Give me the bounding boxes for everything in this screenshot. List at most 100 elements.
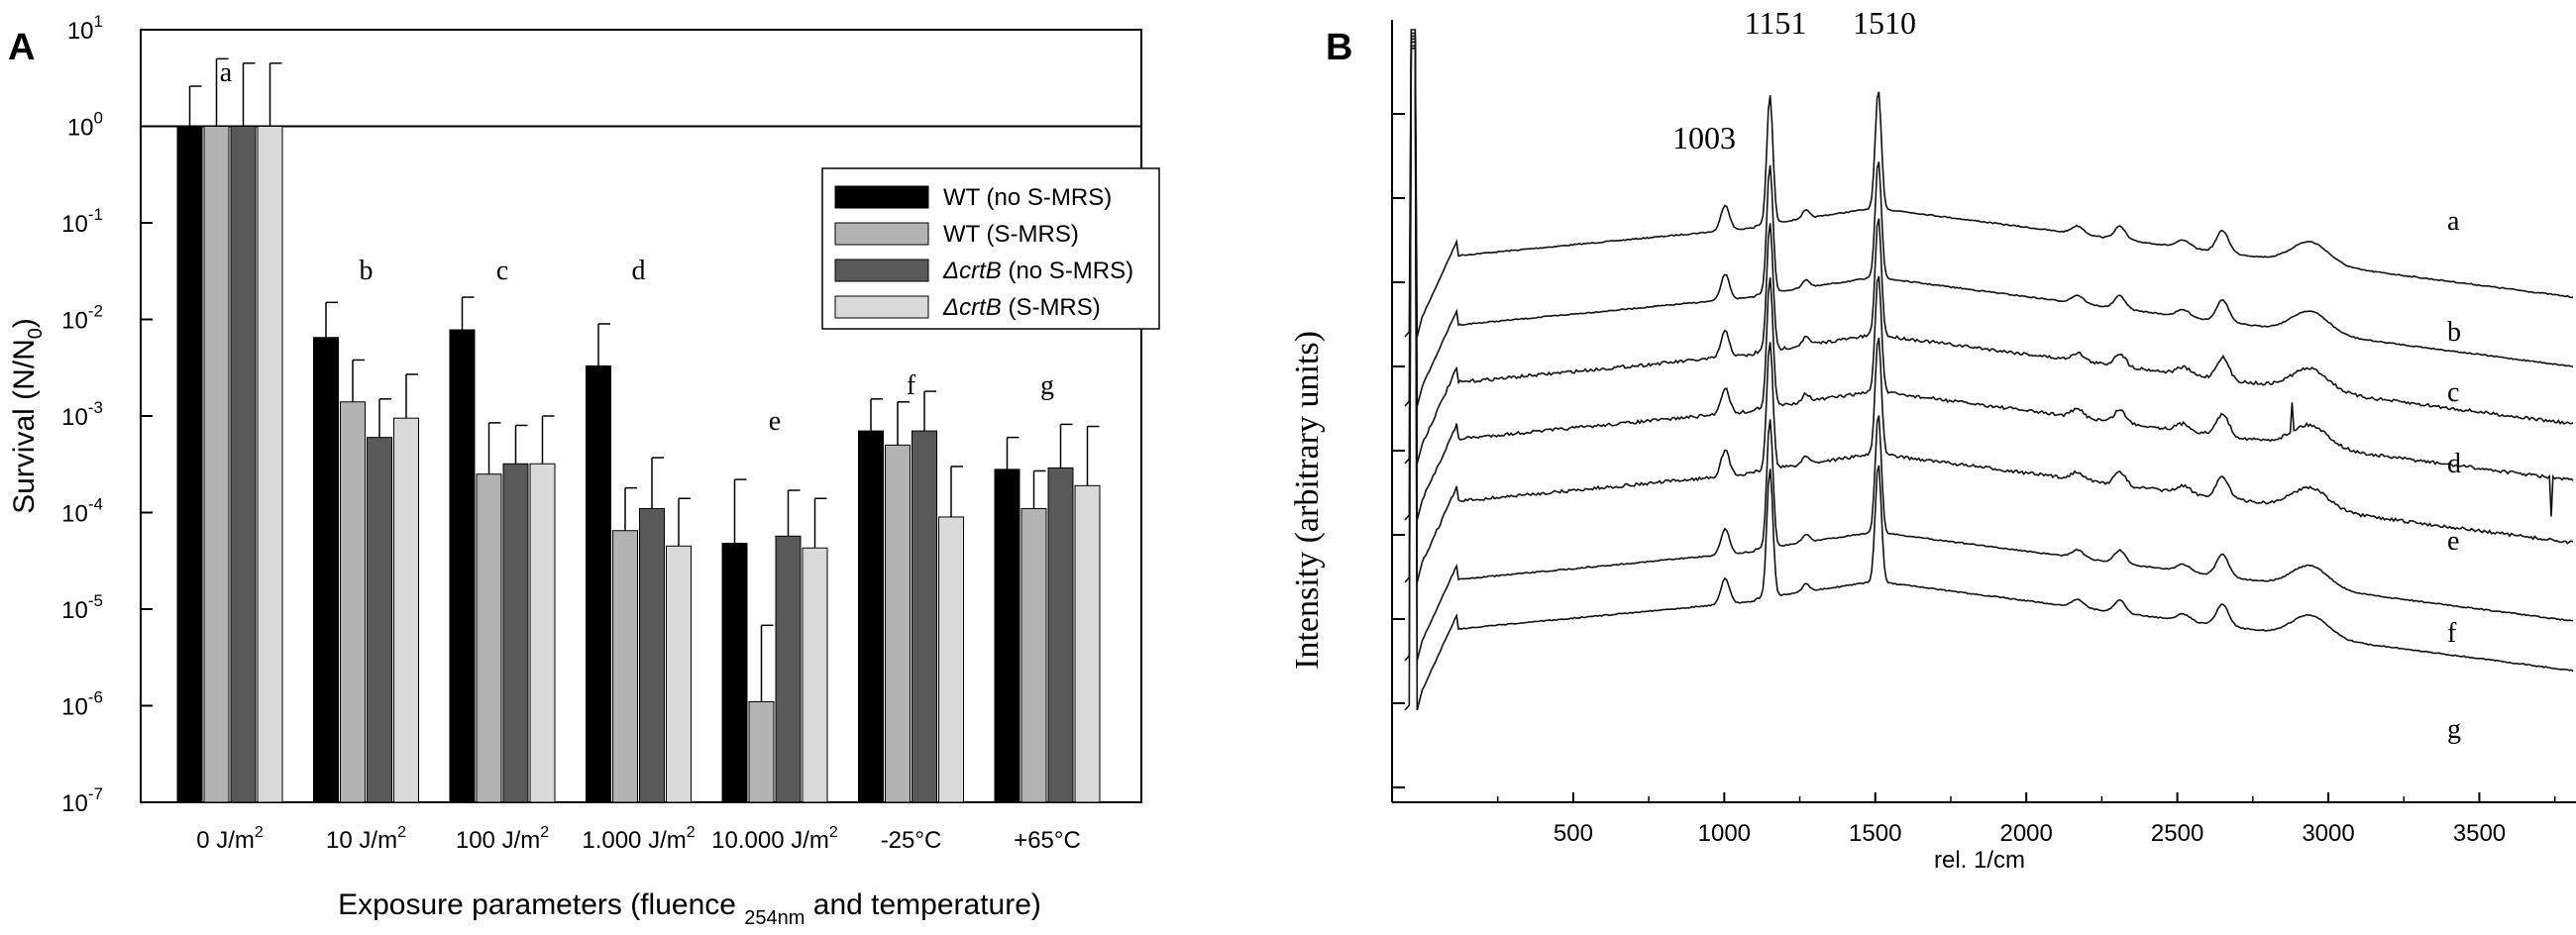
group-letters: a b c d e f g — [220, 57, 1054, 437]
bar — [994, 468, 1020, 803]
bar — [203, 126, 230, 803]
panel-a-label: A — [8, 27, 35, 68]
x-tick-label: 3500 — [2453, 820, 2506, 847]
spectrum-line — [1404, 35, 2574, 465]
x-tick-label: 500 — [1554, 820, 1593, 847]
x-tick-label: 2000 — [1999, 820, 2052, 847]
y-ticks-b — [1392, 113, 1405, 788]
group-letter: c — [496, 256, 508, 286]
bar — [529, 463, 556, 803]
group-letter: e — [769, 406, 781, 437]
x-axis-title-b: rel. 1/cm — [1934, 847, 2025, 874]
spectrum-line — [1404, 45, 2574, 662]
spectrum-line — [1404, 41, 2574, 583]
bar — [176, 126, 203, 803]
spectrum-line — [1404, 29, 2573, 338]
spectra: a bc d e f g — [1404, 29, 2574, 745]
legend-swatch — [834, 185, 929, 209]
x-tick-label: 3000 — [2302, 820, 2354, 847]
bar — [313, 337, 339, 803]
peak-label: 1003 — [1672, 120, 1736, 156]
panel-b-label: B — [1326, 27, 1352, 68]
group-letter: f — [907, 370, 916, 401]
bar — [748, 700, 775, 803]
peak-label: 1151 — [1745, 5, 1807, 41]
legend-label: ΔcrtB (no S-MRS) — [942, 258, 1133, 284]
panel-b: B 500 1000 1500 2000 2500 3000 3500 a bc d e f g 10… — [1289, 5, 2576, 874]
panel-a: A 101 100 10-1 10-2 10-3 10-4 10-5 10-6 10-7 0 J… — [8, 12, 1160, 929]
bar — [257, 126, 283, 803]
x-tick-label: +65°C — [1014, 827, 1081, 854]
bar — [721, 543, 748, 803]
bar — [858, 430, 884, 803]
y-tick-label: 10-1 — [61, 205, 103, 238]
y-axis-a: 101 100 10-1 10-2 10-3 10-4 10-5 10-6 10-7 — [61, 12, 153, 817]
bar — [1074, 484, 1101, 803]
bar — [938, 516, 964, 803]
bar — [1047, 467, 1074, 803]
spectrum-line — [1404, 32, 2574, 407]
bar — [230, 126, 257, 803]
series-label: f — [2447, 618, 2457, 649]
series-label: d — [2447, 449, 2461, 479]
legend-swatch — [834, 295, 929, 319]
legend-swatch — [834, 222, 929, 246]
group-letter: g — [1040, 370, 1054, 401]
x-tick-label: -25°C — [881, 827, 942, 854]
y-tick-label: 100 — [67, 109, 103, 142]
bar — [476, 473, 502, 803]
y-axis-title-b: Intensity (arbitrary units) — [1289, 331, 1326, 670]
x-tick-label: 1500 — [1849, 820, 1901, 847]
bar — [449, 329, 476, 803]
x-tick-label: 1000 — [1698, 820, 1751, 847]
bar — [586, 364, 611, 803]
bar — [912, 430, 937, 803]
x-tick-label: 2500 — [2151, 820, 2203, 847]
x-tick-label: 100 J/m2 — [456, 824, 549, 854]
x-tick-label: 10.000 J/m2 — [711, 824, 838, 854]
bar — [885, 444, 911, 803]
series-label: b — [2447, 317, 2461, 348]
x-axis-title-a: Exposure parameters (fluence 254nm and t… — [338, 888, 1041, 929]
y-tick-label: 10-5 — [61, 591, 103, 624]
series-label: e — [2447, 526, 2459, 557]
bar — [666, 545, 692, 803]
peak-labels: 1003 1151 1510 — [1672, 5, 1916, 156]
y-tick-label: 10-6 — [61, 688, 103, 721]
legend-swatch — [834, 259, 929, 282]
bar — [802, 547, 828, 803]
legend-label: ΔcrtB (S-MRS) — [942, 294, 1101, 321]
spectrum-line — [1404, 48, 2574, 711]
y-axis-title-a: Survival (N/N0) — [8, 318, 47, 514]
bar — [612, 530, 638, 803]
spectrum-line — [1404, 38, 2574, 521]
series-label: c — [2447, 377, 2459, 408]
legend: WT (no S-MRS) WT (S-MRS) ΔcrtB (no S-MRS) Δ… — [821, 167, 1160, 330]
legend-label: WT (S-MRS) — [943, 221, 1079, 248]
series-label: g — [2447, 714, 2461, 745]
x-axis-b: 500 1000 1500 2000 2500 3000 3500 — [1496, 792, 2556, 847]
y-tick-label: 10-3 — [61, 398, 103, 431]
peak-label: 1510 — [1853, 5, 1916, 41]
bar — [639, 507, 665, 803]
x-tick-label: 1.000 J/m2 — [582, 824, 695, 854]
bar — [393, 417, 419, 803]
bar — [1020, 507, 1047, 803]
bars-a — [176, 57, 1101, 803]
legend-label: WT (no S-MRS) — [943, 184, 1112, 211]
x-tick-label: 10 J/m2 — [326, 824, 406, 854]
group-letter: a — [220, 57, 233, 88]
bar — [367, 437, 392, 803]
y-tick-label: 10-2 — [61, 302, 103, 335]
x-axis-a: 0 J/m2 10 J/m2 100 J/m2 1.000 J/m2 10.000 J/… — [196, 824, 1081, 854]
group-letter: b — [360, 256, 374, 286]
y-tick-label: 10-4 — [61, 495, 103, 528]
y-tick-label: 10-7 — [61, 784, 103, 817]
bar — [340, 401, 366, 803]
bar — [502, 463, 529, 803]
bar — [775, 535, 802, 803]
x-tick-label: 0 J/m2 — [196, 824, 264, 854]
series-label: a — [2447, 206, 2460, 237]
group-letter: d — [632, 256, 646, 286]
